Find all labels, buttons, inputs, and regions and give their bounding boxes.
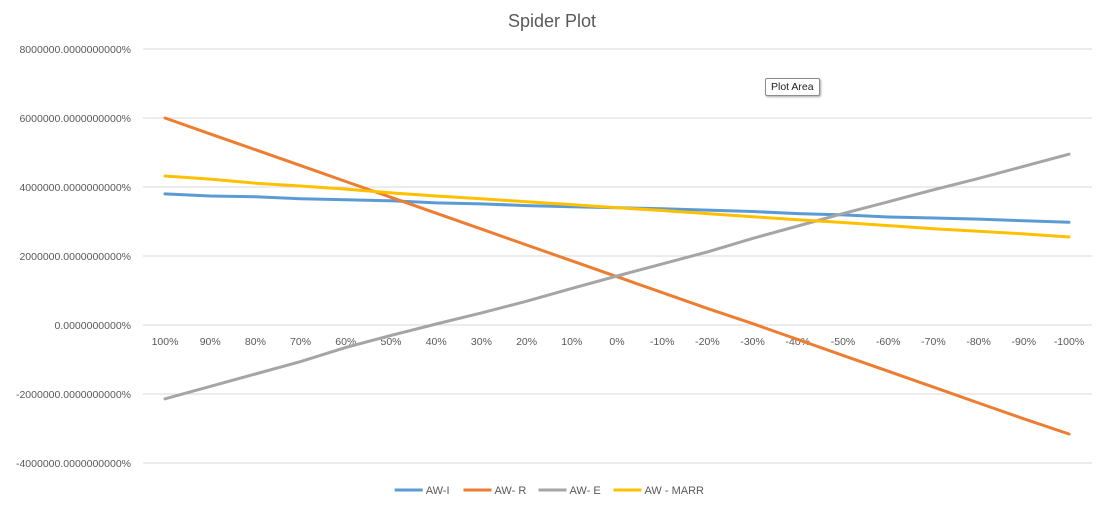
x-tick-label: -40% <box>786 336 811 348</box>
series-line-2 <box>163 152 1071 401</box>
y-tick-label: -4000000.0000000000% <box>16 458 131 470</box>
x-tick-label: 80% <box>245 336 266 348</box>
legend-item: AW- E <box>538 485 601 497</box>
series-line-3 <box>163 174 1071 239</box>
legend-label: AW- E <box>570 485 601 497</box>
y-axis-tick-labels: 8000000.0000000000% 6000000.0000000000% 40… <box>16 44 131 470</box>
legend-label: AW- R <box>495 485 527 497</box>
y-tick-label: 8000000.0000000000% <box>19 44 131 56</box>
x-tick-label: -20% <box>695 336 720 348</box>
y-tick-label: 4000000.0000000000% <box>19 182 131 194</box>
x-tick-label: 90% <box>200 336 221 348</box>
x-tick-label: 50% <box>380 336 401 348</box>
x-tick-label: 70% <box>290 336 311 348</box>
x-tick-label: -100% <box>1054 336 1084 348</box>
x-tick-label: -10% <box>650 336 675 348</box>
plot-area-tooltip: Plot Area <box>765 78 820 96</box>
legend-item: AW-I <box>394 485 450 497</box>
legend-item: AW - MARR <box>613 485 705 497</box>
y-tick-label: -2000000.0000000000% <box>16 389 131 401</box>
x-tick-label: 100% <box>152 336 179 348</box>
x-tick-label: -30% <box>740 336 765 348</box>
legend-label: AW - MARR <box>645 485 705 497</box>
gridlines <box>143 48 1092 464</box>
x-tick-label: -60% <box>876 336 901 348</box>
x-tick-label: -70% <box>921 336 946 348</box>
series-lines <box>163 116 1071 436</box>
chart-title: Spider Plot <box>508 11 596 31</box>
x-tick-label: 0% <box>609 336 624 348</box>
x-tick-label: -50% <box>831 336 856 348</box>
legend-label: AW-I <box>426 485 450 497</box>
x-tick-label: 30% <box>471 336 492 348</box>
x-tick-label: -80% <box>966 336 991 348</box>
x-tick-label: 20% <box>516 336 537 348</box>
y-tick-label: 2000000.0000000000% <box>19 251 131 263</box>
x-tick-label: -90% <box>1012 336 1037 348</box>
y-tick-label: 0.0000000000% <box>55 320 132 332</box>
legend-item: AW- R <box>463 485 527 497</box>
x-tick-label: 40% <box>426 336 447 348</box>
x-axis-tick-labels: 100% 90% 80% 70% 60% 50% 40% 30% 20% 10% 0% -10% -20… <box>152 336 1085 348</box>
y-tick-label: 6000000.0000000000% <box>19 113 131 125</box>
legend: AW-I AW- R AW- E AW - MARR <box>394 485 705 497</box>
x-tick-label: 10% <box>561 336 582 348</box>
